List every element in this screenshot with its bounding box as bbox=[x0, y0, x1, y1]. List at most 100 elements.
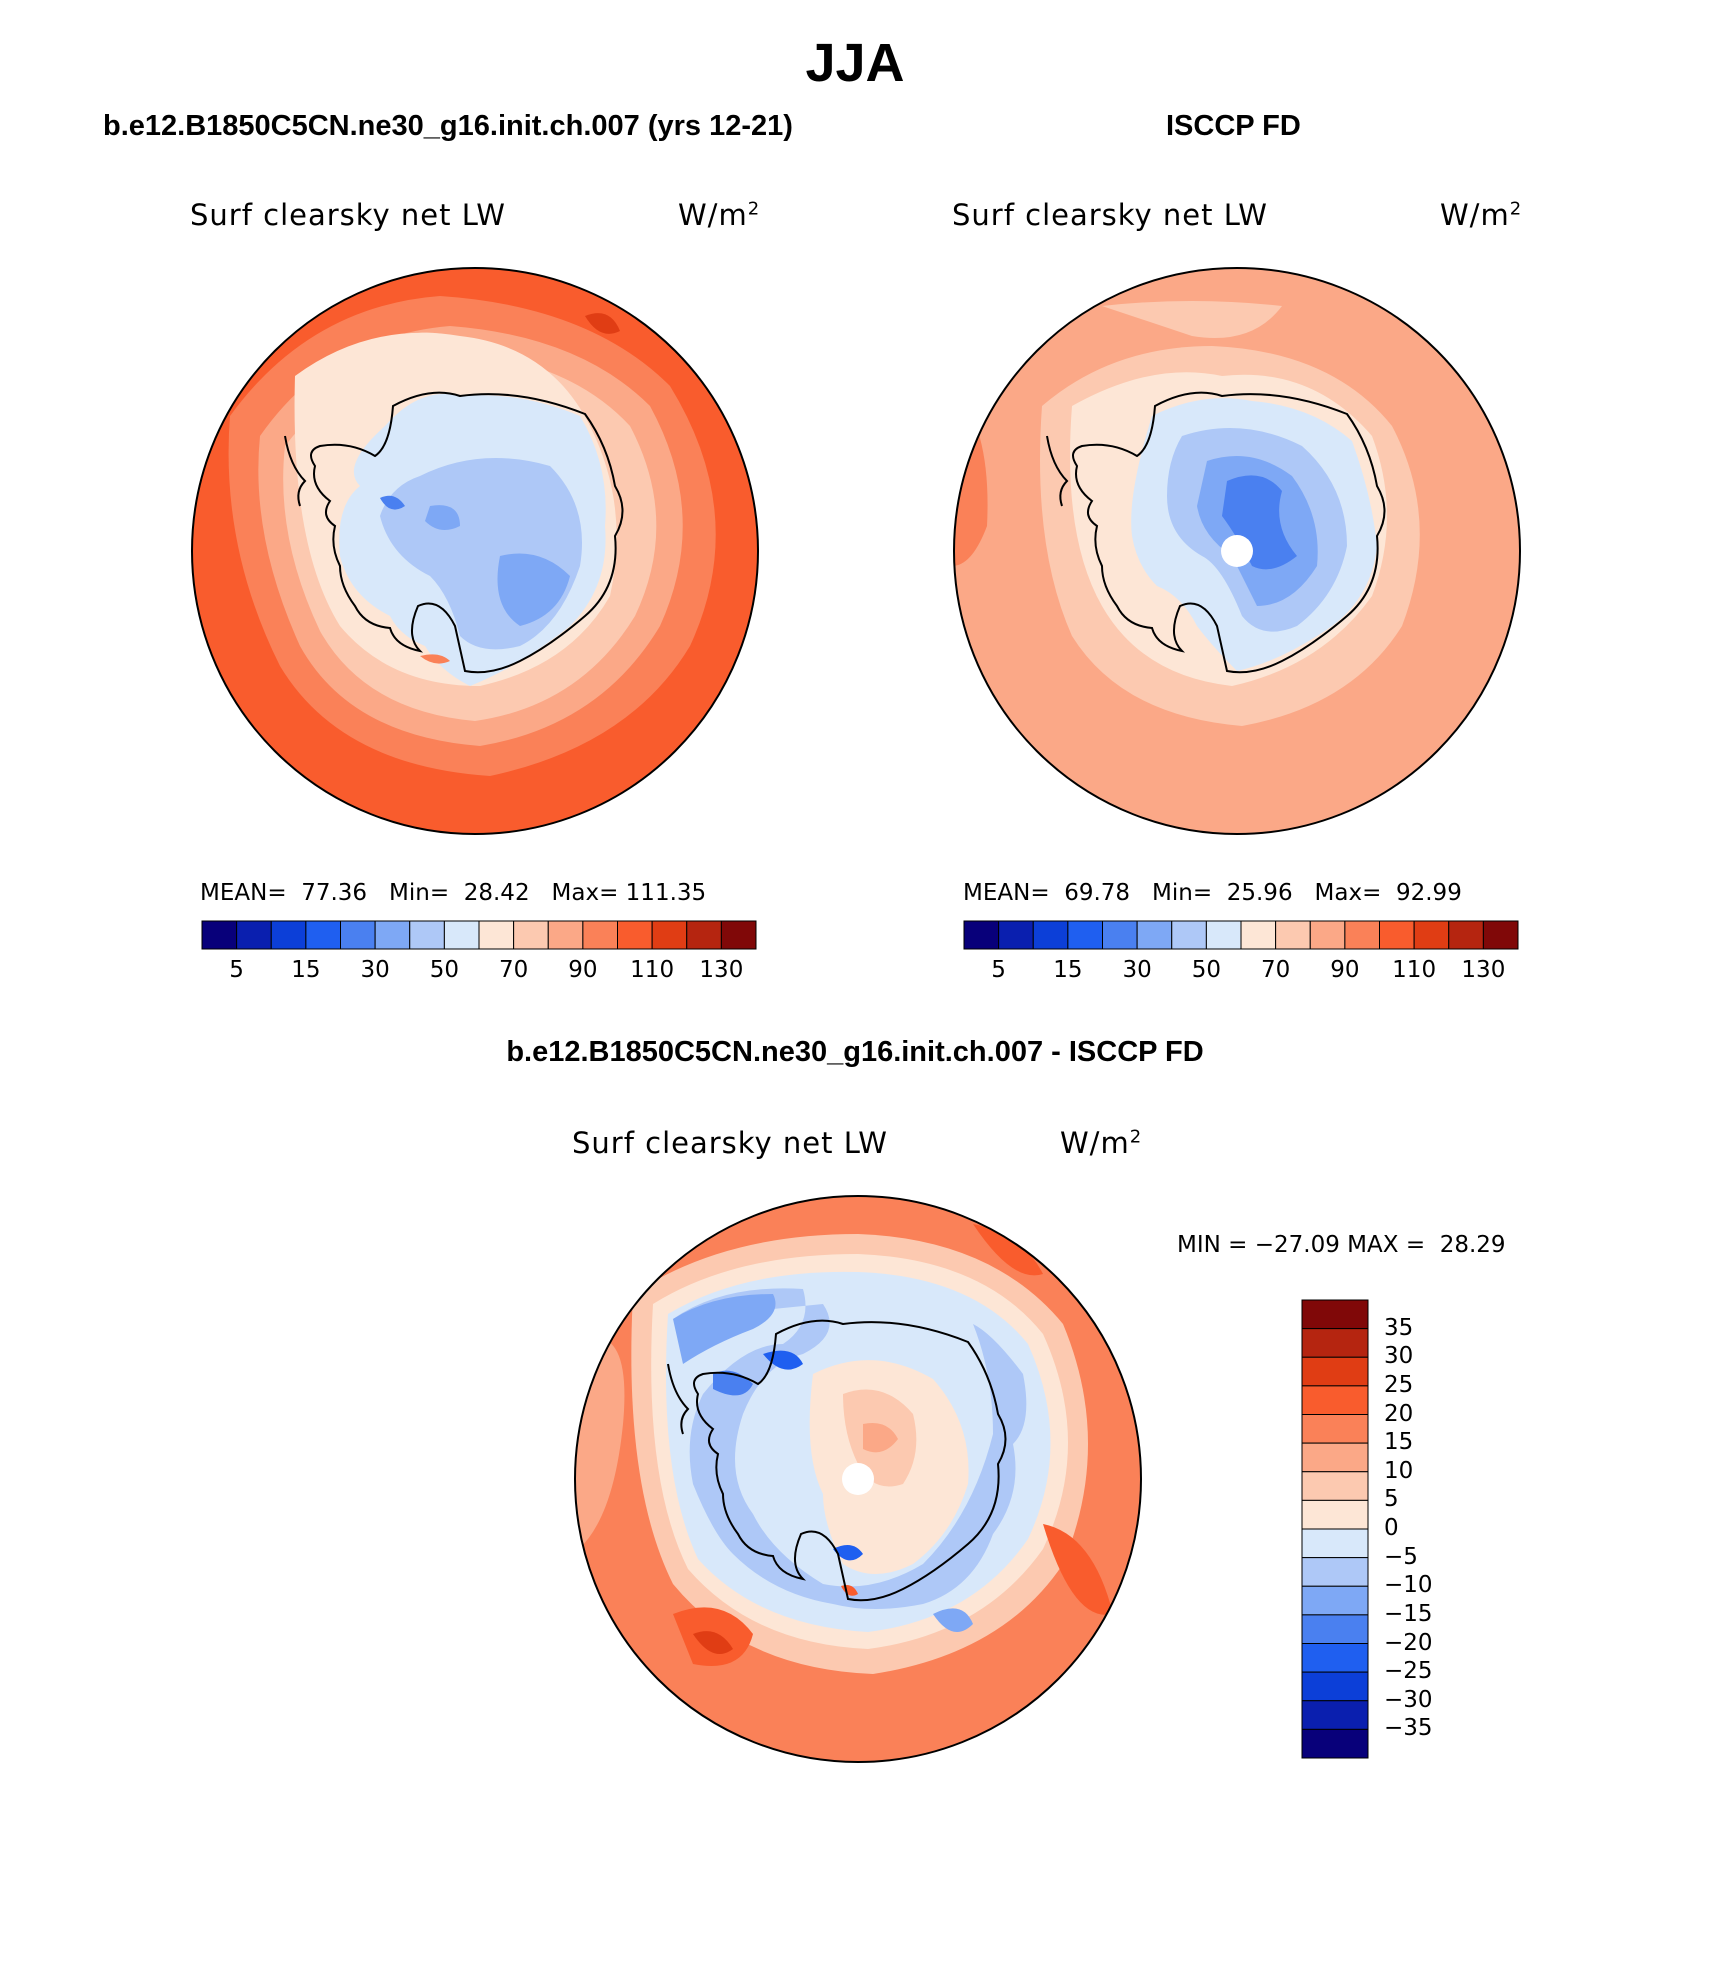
colorbar-tick-label: 50 bbox=[429, 957, 460, 983]
colorbar-tick-label: 70 bbox=[498, 957, 529, 983]
colorbar-tick-label: 70 bbox=[1260, 957, 1291, 983]
colorbar-swatch bbox=[1301, 1385, 1369, 1415]
colorbar-swatch bbox=[686, 920, 722, 950]
colorbar-swatch bbox=[582, 920, 618, 950]
panel1-colorbar-ticks: 5 15 30 50 70 90 110 130 bbox=[202, 957, 756, 987]
colorbar-tick-label: 15 bbox=[1384, 1429, 1414, 1456]
colorbar-tick-label: 90 bbox=[1330, 957, 1360, 983]
colorbar-swatch bbox=[513, 920, 549, 950]
colorbar-swatch bbox=[1032, 920, 1069, 950]
colorbar-swatch bbox=[236, 920, 272, 950]
colorbar-swatch bbox=[1102, 920, 1138, 950]
colorbar-tick-label: −15 bbox=[1384, 1600, 1433, 1627]
colorbar-tick-label: −30 bbox=[1384, 1686, 1433, 1713]
colorbar-swatch bbox=[1275, 920, 1311, 950]
colorbar-swatch bbox=[1301, 1328, 1369, 1358]
colorbar-swatch bbox=[1301, 1471, 1369, 1501]
panel3-colorbar bbox=[1301, 1299, 1369, 1759]
panel3-colorbar-ticks: 35 30 25 20 15 10 5 0 −5 −10 −15 −20 −25 −30 −35 bbox=[1384, 1300, 1474, 1758]
colorbar-swatch bbox=[547, 920, 584, 950]
panel1-colorbar bbox=[201, 920, 757, 950]
colorbar-tick-label: 15 bbox=[291, 957, 321, 983]
colorbar-tick-label: −10 bbox=[1384, 1572, 1433, 1599]
colorbar-swatch bbox=[1301, 1557, 1369, 1587]
panel3-stats: MIN = −27.09 MAX = 28.29 bbox=[1177, 1232, 1506, 1258]
colorbar-swatch bbox=[1301, 1528, 1369, 1559]
colorbar-swatch bbox=[1205, 920, 1242, 950]
colorbar-tick-label: 5 bbox=[991, 957, 1006, 983]
colorbar-tick-label: 30 bbox=[360, 957, 390, 983]
colorbar-swatch bbox=[1482, 920, 1519, 950]
colorbar-swatch bbox=[963, 920, 1000, 950]
colorbar-swatch bbox=[305, 920, 341, 950]
colorbar-tick-label: 15 bbox=[1053, 957, 1083, 983]
colorbar-tick-label: −20 bbox=[1384, 1629, 1433, 1656]
colorbar-swatch bbox=[1301, 1585, 1369, 1616]
colorbar-swatch bbox=[1413, 920, 1450, 950]
colorbar-swatch bbox=[1301, 1614, 1369, 1644]
colorbar-tick-label: 110 bbox=[1392, 957, 1437, 983]
colorbar-tick-label: −25 bbox=[1384, 1658, 1433, 1685]
panel2-colorbar bbox=[963, 920, 1519, 950]
colorbar-tick-label: 5 bbox=[1384, 1486, 1399, 1513]
panel2-variable-label: Surf clearsky net LW bbox=[952, 198, 1268, 232]
colorbar-swatch bbox=[1448, 920, 1484, 950]
colorbar-swatch bbox=[1301, 1671, 1369, 1702]
colorbar-swatch bbox=[443, 920, 480, 950]
colorbar-swatch bbox=[270, 920, 307, 950]
colorbar-tick-label: 20 bbox=[1384, 1400, 1414, 1427]
panel2-heading: ISCCP FD bbox=[1166, 110, 1301, 142]
panel2-units-label: W/m2 bbox=[1440, 198, 1523, 232]
colorbar-tick-label: 130 bbox=[699, 957, 744, 983]
colorbar-tick-label: 130 bbox=[1461, 957, 1506, 983]
panel2-map bbox=[953, 267, 1521, 835]
panel1-map bbox=[191, 267, 759, 835]
colorbar-swatch bbox=[720, 920, 757, 950]
colorbar-swatch bbox=[201, 920, 238, 950]
colorbar-tick-label: −35 bbox=[1384, 1715, 1433, 1742]
panel3-variable-label: Surf clearsky net LW bbox=[572, 1126, 888, 1160]
colorbar-swatch bbox=[1379, 920, 1415, 950]
colorbar-tick-label: 30 bbox=[1122, 957, 1152, 983]
colorbar-tick-label: 110 bbox=[630, 957, 675, 983]
colorbar-tick-label: 30 bbox=[1384, 1343, 1414, 1370]
colorbar-swatch bbox=[478, 920, 515, 950]
colorbar-tick-label: −5 bbox=[1384, 1543, 1418, 1570]
panel3-map bbox=[574, 1195, 1142, 1763]
colorbar-swatch bbox=[998, 920, 1034, 950]
colorbar-tick-label: 25 bbox=[1384, 1371, 1414, 1398]
colorbar-swatch bbox=[617, 920, 653, 950]
colorbar-tick-label: 50 bbox=[1191, 957, 1222, 983]
panel1-heading: b.e12.B1850C5CN.ne30_g16.init.ch.007 (yr… bbox=[103, 110, 793, 142]
colorbar-swatch bbox=[1301, 1643, 1369, 1673]
colorbar-swatch bbox=[340, 920, 376, 950]
colorbar-swatch bbox=[1301, 1442, 1369, 1473]
colorbar-swatch bbox=[1171, 920, 1207, 950]
colorbar-swatch bbox=[1309, 920, 1346, 950]
colorbar-swatch bbox=[1067, 920, 1103, 950]
colorbar-swatch bbox=[1301, 1499, 1369, 1530]
panel1-stats: MEAN= 77.36 Min= 28.42 Max= 111.35 bbox=[200, 880, 707, 906]
colorbar-swatch bbox=[1240, 920, 1277, 950]
colorbar-swatch bbox=[409, 920, 445, 950]
colorbar-swatch bbox=[1301, 1356, 1369, 1387]
colorbar-swatch bbox=[1301, 1414, 1369, 1444]
panel3-heading: b.e12.B1850C5CN.ne30_g16.init.ch.007 - I… bbox=[506, 1036, 1204, 1068]
colorbar-tick-label: 5 bbox=[229, 957, 244, 983]
figure-title: JJA bbox=[805, 33, 905, 93]
colorbar-swatch bbox=[651, 920, 688, 950]
panel1-units-label: W/m2 bbox=[678, 198, 761, 232]
colorbar-swatch bbox=[1344, 920, 1380, 950]
panel1-variable-label: Surf clearsky net LW bbox=[190, 198, 506, 232]
colorbar-tick-label: 0 bbox=[1384, 1515, 1399, 1541]
panel3-units-label: W/m2 bbox=[1060, 1126, 1143, 1160]
colorbar-tick-label: 10 bbox=[1384, 1457, 1414, 1484]
panel2-stats: MEAN= 69.78 Min= 25.96 Max= 92.99 bbox=[963, 880, 1462, 906]
colorbar-tick-label: 35 bbox=[1384, 1314, 1414, 1341]
colorbar-swatch bbox=[1301, 1728, 1369, 1759]
colorbar-tick-label: 90 bbox=[568, 957, 598, 983]
colorbar-swatch bbox=[374, 920, 411, 950]
colorbar-swatch bbox=[1301, 1299, 1369, 1330]
panel2-colorbar-ticks: 5 15 30 50 70 90 110 130 bbox=[964, 957, 1518, 987]
colorbar-swatch bbox=[1136, 920, 1173, 950]
